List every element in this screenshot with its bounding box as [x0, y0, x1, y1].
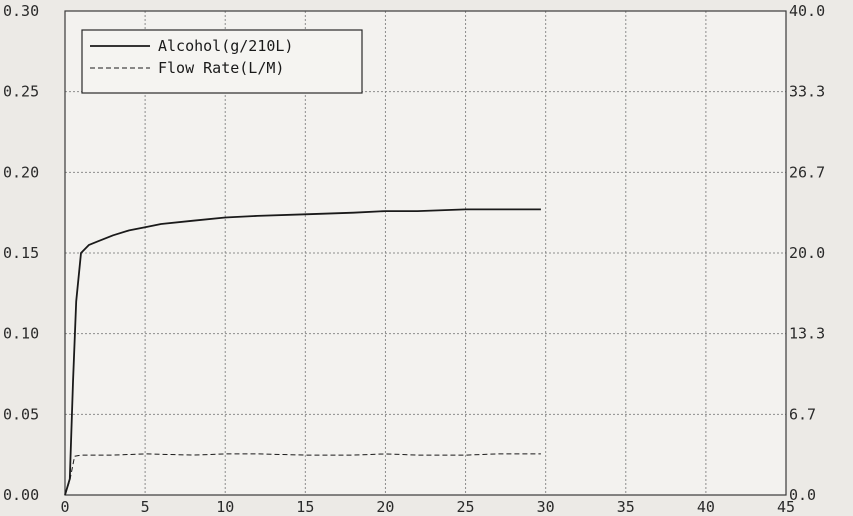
y2-tick-label: 6.7: [789, 405, 816, 423]
x-tick-label: 15: [296, 498, 314, 516]
x-tick-label: 0: [60, 498, 69, 516]
y2-tick-label: 40.0: [789, 2, 825, 20]
y-tick-label: 0.20: [3, 163, 39, 181]
y-tick-label: 0.10: [3, 325, 39, 343]
x-tick-label: 25: [457, 498, 475, 516]
legend-label: Alcohol(g/210L): [158, 37, 293, 55]
x-tick-label: 40: [697, 498, 715, 516]
y2-tick-label: 20.0: [789, 244, 825, 262]
y-tick-label: 0.00: [3, 486, 39, 504]
y-tick-label: 0.05: [3, 405, 39, 423]
y2-tick-label: 0.0: [789, 486, 816, 504]
y-tick-label: 0.15: [3, 244, 39, 262]
x-tick-label: 35: [617, 498, 635, 516]
x-tick-label: 5: [141, 498, 150, 516]
x-tick-label: 20: [376, 498, 394, 516]
series-line-flow-rate: [64, 453, 541, 496]
x-tick-label: 10: [216, 498, 234, 516]
legend-label: Flow Rate(L/M): [158, 59, 284, 77]
y2-tick-label: 26.7: [789, 163, 825, 181]
legend-box: [81, 29, 363, 94]
y2-tick-label: 33.3: [789, 83, 825, 101]
y-tick-label: 0.30: [3, 2, 39, 20]
series-line-alcohol: [64, 208, 541, 496]
plot-frame: [64, 10, 787, 496]
y-tick-label: 0.25: [3, 83, 39, 101]
x-tick-label: 45: [777, 498, 795, 516]
x-tick-label: 30: [537, 498, 555, 516]
y2-tick-label: 13.3: [789, 325, 825, 343]
